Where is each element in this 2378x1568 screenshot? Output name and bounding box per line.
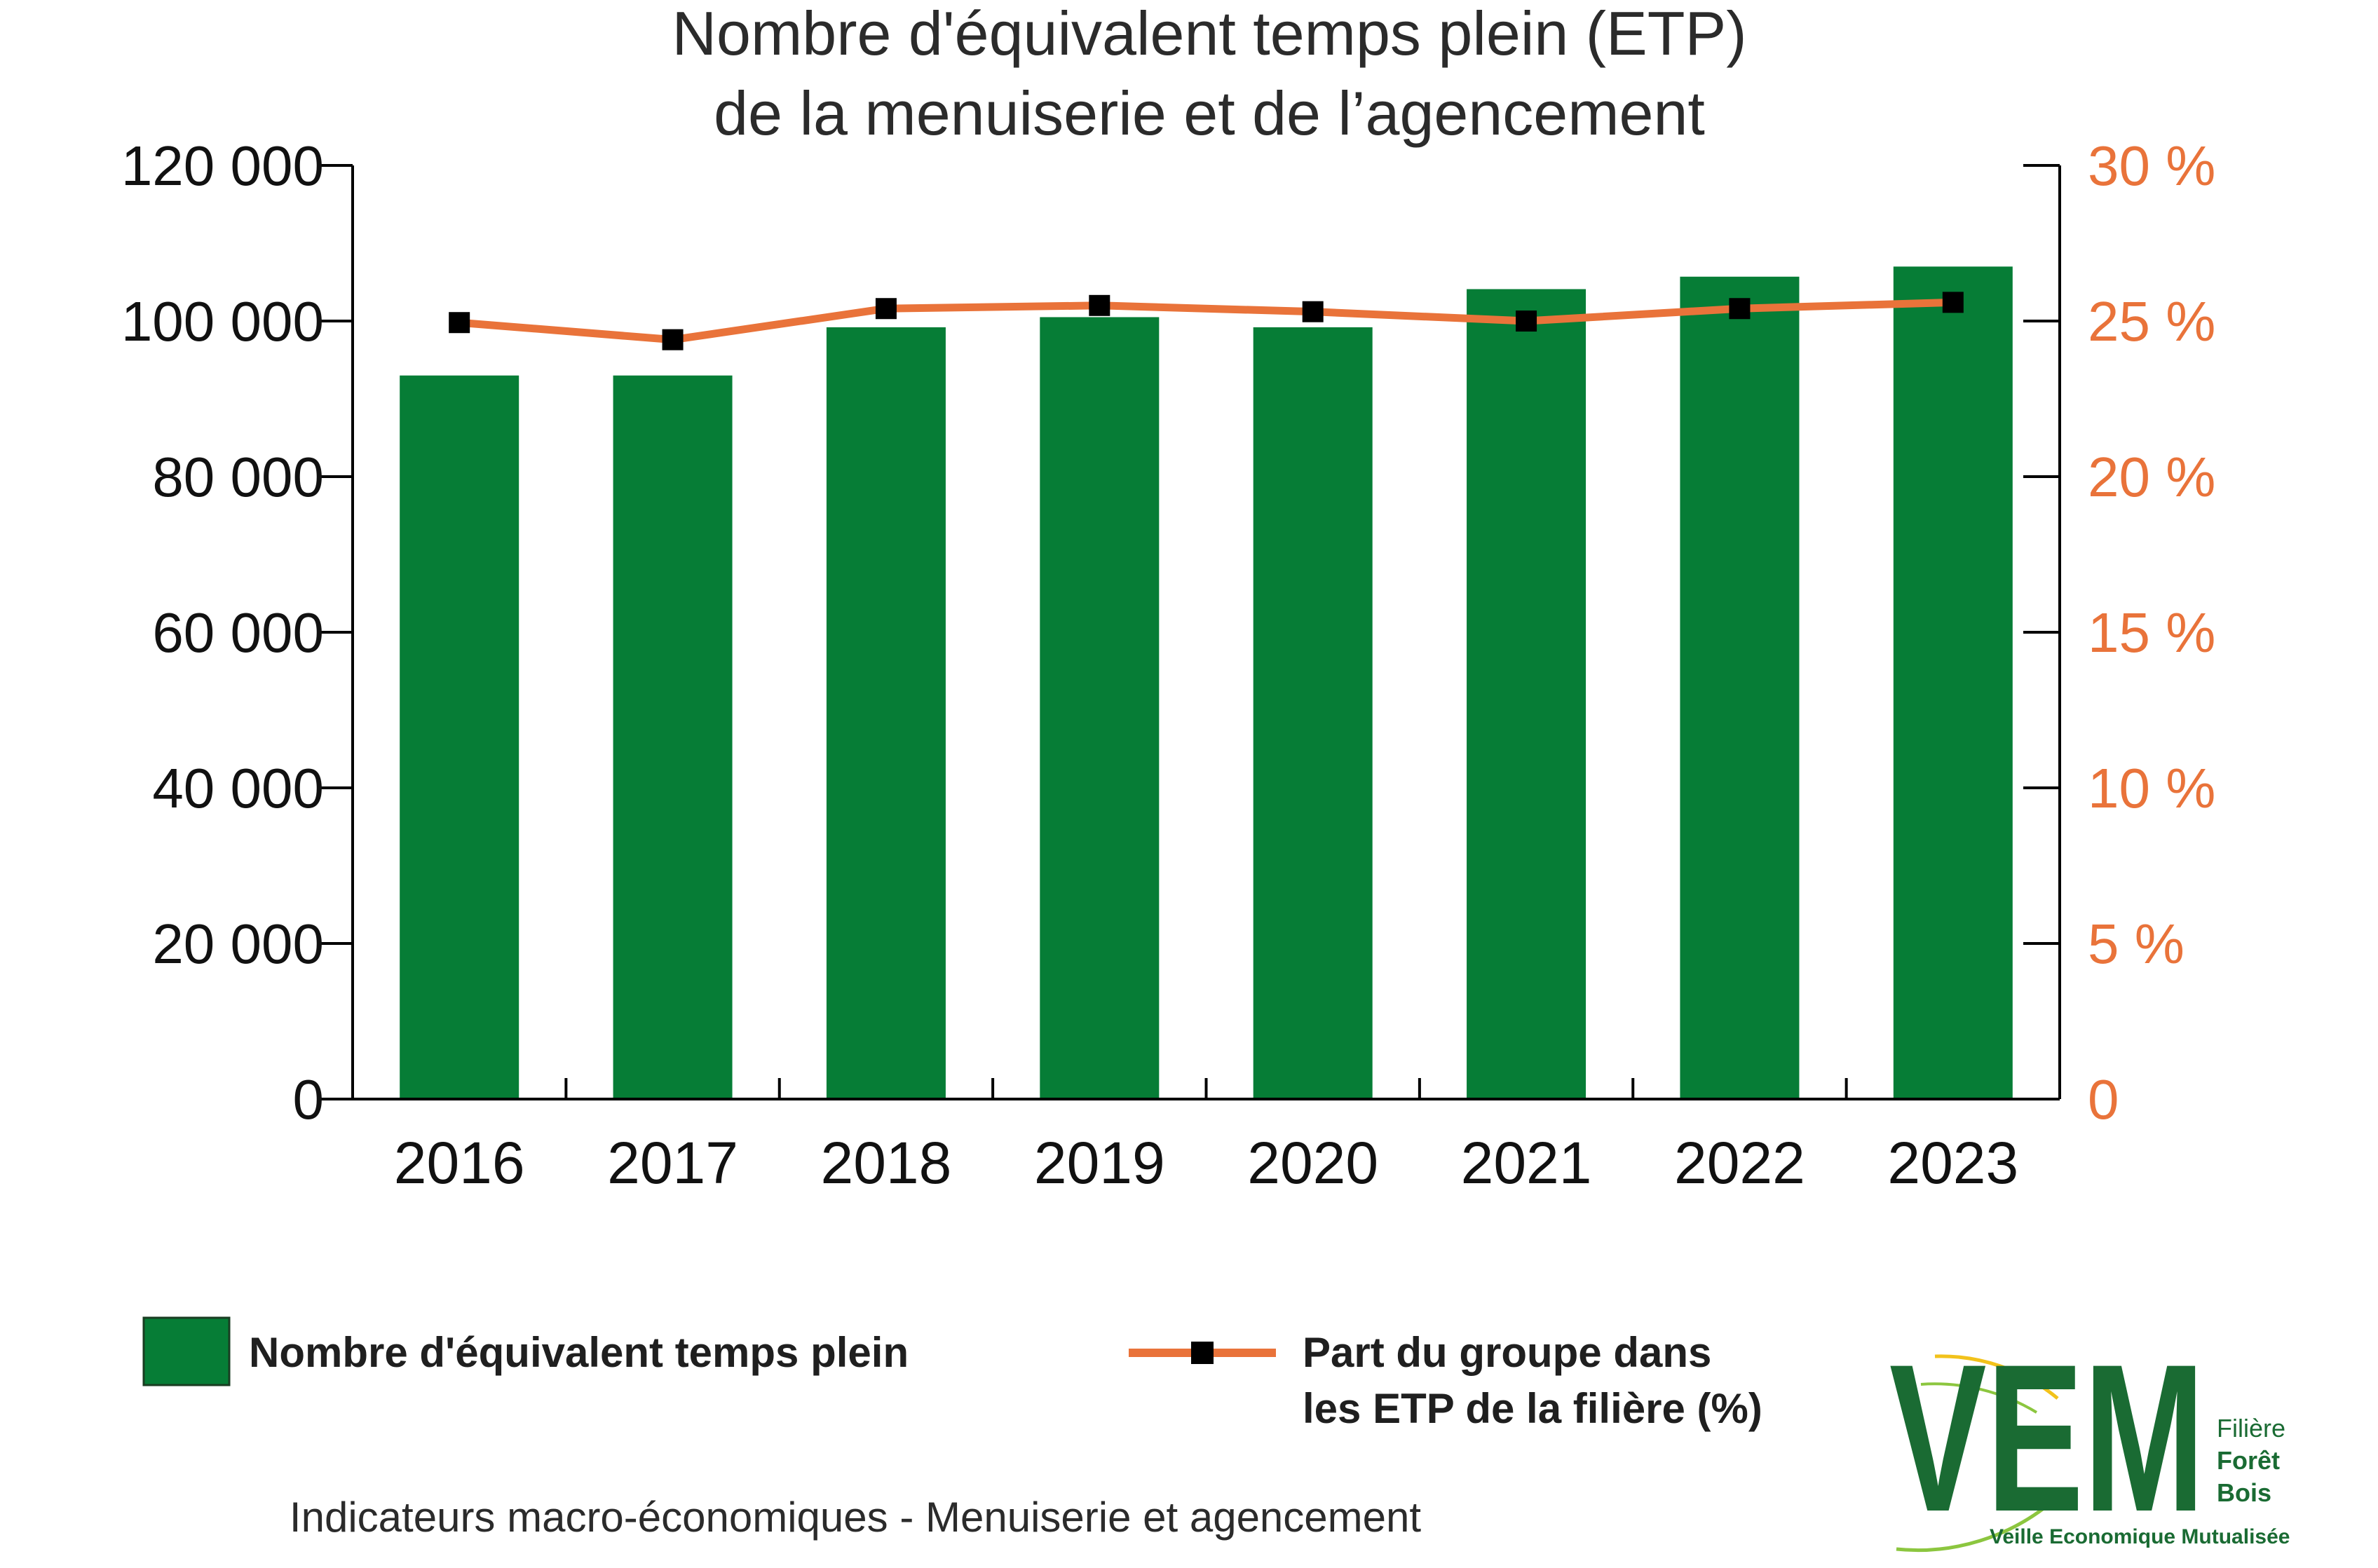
legend-bar-label: Nombre d'équivalent temps plein	[249, 1329, 909, 1376]
line-point-2023	[1942, 292, 1964, 313]
axis-labels: 0 20 000 40 000 60 000 80 000 100 000 120 000 0…	[121, 135, 2216, 1196]
x-tick-label-2018: 2018	[821, 1130, 952, 1196]
line-point-2022	[1729, 298, 1751, 320]
logo-line-1: Filière	[2217, 1414, 2285, 1443]
y-left-tick-label: 100 000	[121, 290, 324, 353]
logo-letters: VEM	[1889, 1320, 2205, 1555]
line-point-2017	[662, 329, 684, 350]
legend-line-marker	[1191, 1342, 1214, 1364]
bar-2020	[1253, 327, 1373, 1099]
legend-line-label-2: les ETP de la filière (%)	[1303, 1385, 1762, 1432]
legend-bar-swatch	[142, 1316, 231, 1386]
y-right-tick-label: 25 %	[2088, 290, 2215, 353]
bar-2022	[1680, 276, 1800, 1100]
logo-arc-green-bottom	[1896, 1499, 2056, 1553]
line-path	[455, 298, 1957, 344]
bar-2017	[613, 375, 733, 1100]
y-left-tick-label: 40 000	[152, 757, 324, 819]
y-right-tick-label: 0	[2088, 1068, 2119, 1131]
bar-2016	[400, 375, 519, 1100]
footer-caption: Indicateurs macro-économiques - Menuiser…	[290, 1494, 1421, 1541]
x-tick-label-2021: 2021	[1461, 1130, 1592, 1196]
x-tick-label-2022: 2022	[1674, 1130, 1805, 1196]
x-tick-label-2019: 2019	[1034, 1130, 1165, 1196]
line-point-2016	[449, 312, 470, 334]
y-left-tick-label: 120 000	[121, 135, 324, 197]
y-right-tick-label: 20 %	[2088, 446, 2215, 508]
vem-logo: VEM Filière Forêt Bois Veille Economique…	[1889, 1320, 2290, 1555]
x-tick-label-2016: 2016	[394, 1130, 525, 1196]
logo-line-2: Forêt	[2217, 1446, 2280, 1475]
x-tick-label-2020: 2020	[1247, 1130, 1378, 1196]
x-tick-label-2017: 2017	[607, 1130, 738, 1196]
y-right-tick-label: 15 %	[2088, 601, 2215, 664]
y-right-tick-label: 30 %	[2088, 135, 2215, 197]
logo-line-3: Bois	[2217, 1478, 2271, 1507]
y-left-tick-label: 20 000	[152, 913, 324, 975]
bar-2019	[1040, 317, 1160, 1100]
axes	[318, 164, 2061, 1100]
y-right-tick-label: 5 %	[2088, 913, 2185, 975]
line-point-2020	[1302, 301, 1324, 322]
line-point-2018	[875, 298, 897, 320]
chart-title-line-1: Nombre d'équivalent temps plein (ETP)	[672, 0, 1746, 68]
logo-tagline: Veille Economique Mutualisée	[1990, 1525, 2290, 1548]
logo-arc-yellow	[1934, 1354, 2059, 1400]
line-point-2019	[1089, 294, 1110, 316]
line-point-2021	[1516, 311, 1537, 332]
line-series	[449, 292, 1964, 350]
bar-2023	[1893, 266, 2013, 1099]
bar-series	[400, 266, 2013, 1100]
y-right-tick-label: 10 %	[2088, 757, 2215, 819]
logo-arc-green-top	[1920, 1382, 2038, 1414]
legend: Nombre d'équivalent temps plein Part du …	[142, 1316, 1762, 1432]
y-left-tick-label: 60 000	[152, 601, 324, 664]
bar-2021	[1467, 289, 1587, 1099]
bar-2018	[826, 327, 946, 1099]
y-left-tick-label: 80 000	[152, 446, 324, 508]
y-left-tick-label: 0	[293, 1068, 325, 1131]
x-tick-label-2023: 2023	[1887, 1130, 2018, 1196]
chart-title-line-2: de la menuiserie et de l’agencement	[714, 79, 1705, 148]
legend-line-label-1: Part du groupe dans	[1303, 1329, 1711, 1376]
